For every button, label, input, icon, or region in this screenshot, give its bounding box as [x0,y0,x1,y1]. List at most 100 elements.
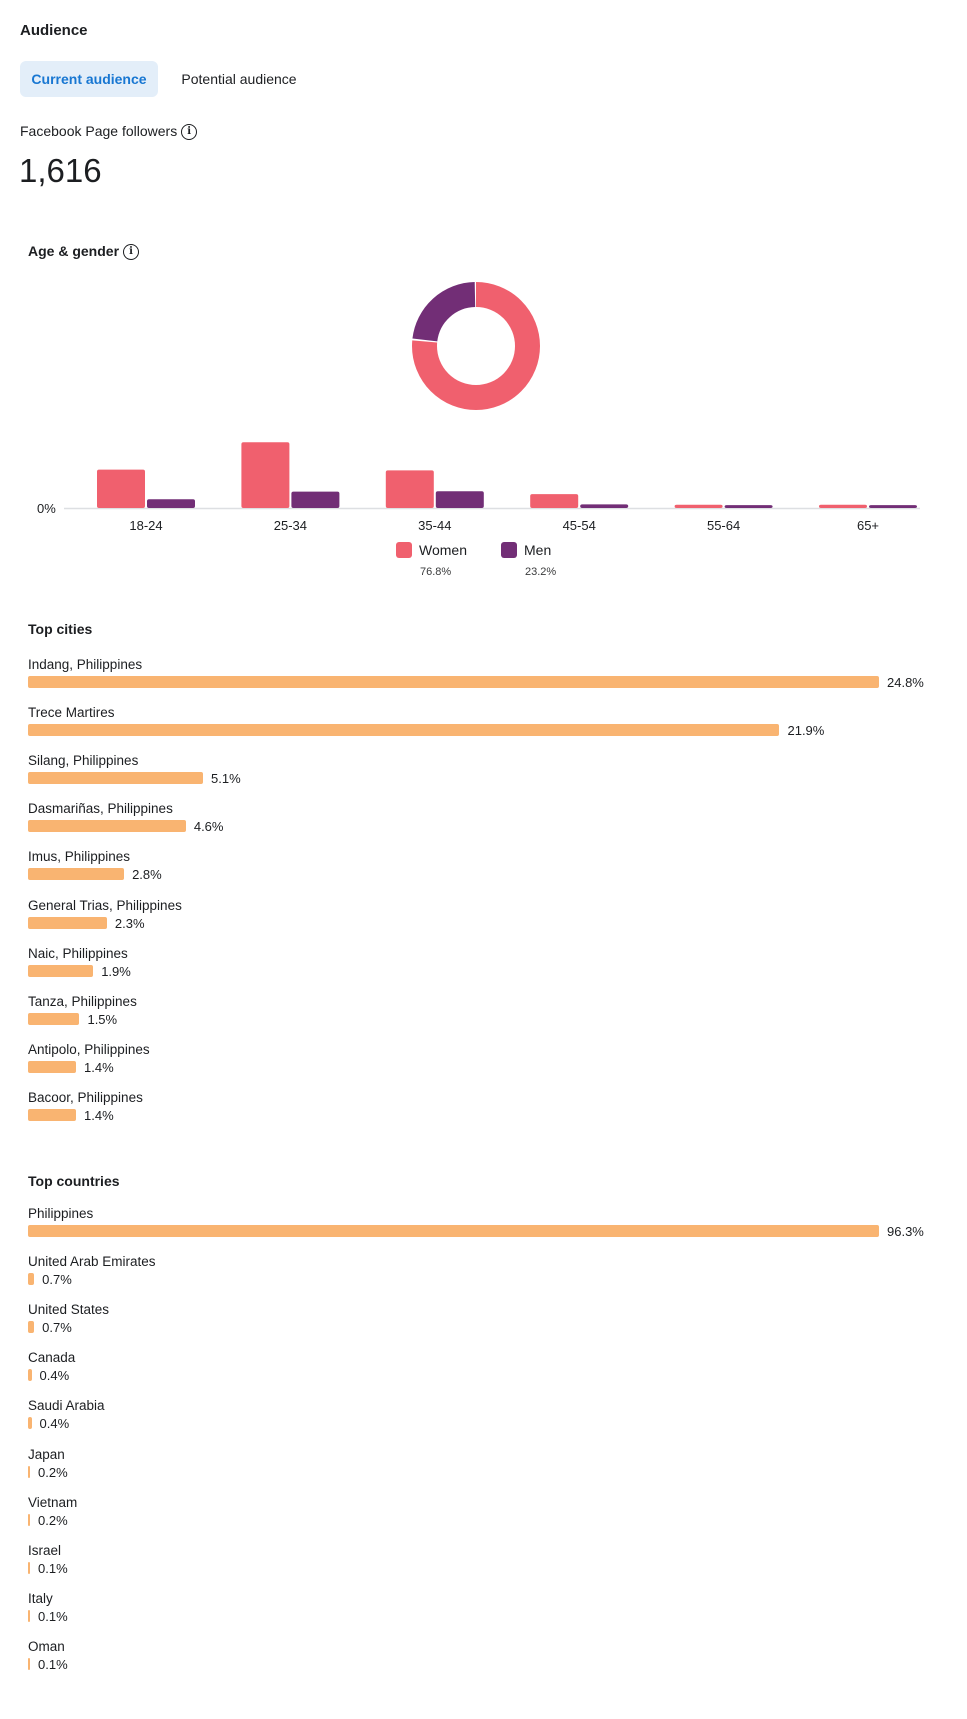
country-item-label: Israel [28,1542,62,1558]
city-item-value: 1.9% [101,963,131,979]
city-item-bar [28,676,879,688]
bar-men-55-64 [724,505,773,508]
x-tick-label: 45-54 [563,518,596,533]
city-item-value: 1.4% [84,1059,114,1075]
age-gender-title: Age & gender [28,243,120,259]
country-item-label: Oman [28,1638,65,1654]
info-icon[interactable]: i [123,244,140,261]
top-cities-title: Top cities [28,621,93,637]
country-item-bar [28,1321,35,1334]
bar-men-25-34 [291,491,340,508]
city-item-label: Naic, Philippines [28,945,128,961]
age-gender-chart: 0% 18-24 25-34 35-44 45-54 55-64 65+ [37,282,920,533]
followers-label-row: Facebook Page followers i [20,123,198,141]
bar-women-35-44 [385,470,434,508]
city-item-value: 5.1% [211,771,241,787]
country-item-value: 0.2% [38,1464,68,1480]
country-item-label: Saudi Arabia [28,1398,105,1414]
country-item-bar [28,1657,30,1670]
x-tick-label: 65+ [857,518,879,533]
x-tick-label: 25-34 [274,518,307,533]
legend-women-label: Women [419,542,467,558]
city-item-bar [28,724,780,737]
city-item-value: 1.4% [84,1107,114,1123]
country-item-label: Italy [28,1590,53,1606]
city-item-bar [28,964,94,977]
country-item-value: 0.1% [38,1560,68,1576]
women-swatch [396,542,412,558]
city-item-bar [28,1108,77,1121]
legend-men-pct: 23.2% [525,566,557,578]
country-item-bar [28,1225,879,1237]
city-item-value: 4.6% [193,819,224,835]
followers-count: 1,616 [19,152,102,189]
country-item-value: 0.1% [38,1608,68,1624]
country-item-label: United States [28,1302,110,1318]
city-item-bar [28,820,186,833]
x-tick-label: 55-64 [707,518,740,533]
country-item-value: 0.1% [38,1656,68,1672]
y-tick-label: 0% [37,501,56,516]
bar-men-18-24 [147,499,195,508]
city-item-value: 2.8% [132,867,162,883]
city-item-bar [28,916,107,929]
x-tick-label: 35-44 [418,518,451,533]
city-item-label: Imus, Philippines [28,849,131,865]
bar-women-25-34 [241,442,290,508]
country-item-bar [28,1273,35,1286]
city-item-bar [28,1012,80,1025]
city-item-bar [28,1060,77,1073]
city-item-label: Bacoor, Philippines [28,1089,143,1105]
country-item-bar [28,1369,32,1382]
city-item-value: 24.8% [887,675,924,690]
age-gender-title-row: Age & gender i [28,243,140,261]
country-item-value: 0.2% [38,1512,68,1528]
country-item-bar [28,1417,32,1430]
country-item-value: 0.7% [42,1272,72,1288]
country-item-value: 0.4% [39,1416,70,1432]
info-icon[interactable]: i [181,124,198,141]
bar-women-18-24 [97,469,145,508]
tab-current-audience[interactable]: Current audience [20,61,158,97]
x-tick-label: 18-24 [129,518,162,533]
legend-men-label: Men [524,542,552,558]
country-item-label: Vietnam [28,1494,78,1510]
city-item-value: 1.5% [87,1011,118,1027]
city-item-label: Antipolo, Philippines [28,1041,150,1057]
men-swatch [501,542,517,558]
city-item-label: Silang, Philippines [28,753,139,769]
city-item-label: Indang, Philippines [28,657,143,672]
legend-women: Women [396,542,467,558]
country-item-label: Philippines [28,1206,94,1221]
country-item-label: United Arab Emirates [28,1254,156,1270]
city-item-bar [28,772,203,785]
country-item-label: Japan [28,1446,65,1462]
bar-men-35-44 [435,491,484,508]
tab-potential-audience[interactable]: Potential audience [181,71,297,87]
city-item-label: Trece Martires [28,705,115,721]
city-item-value: 21.9% [787,723,825,739]
bar-men-45-54 [580,504,629,508]
city-item-label: Dasmariñas, Philippines [28,801,173,817]
country-item-bar [28,1609,30,1622]
country-item-label: Canada [28,1350,76,1366]
section-title: Audience [20,22,88,39]
legend-women-pct: 76.8% [420,566,452,578]
city-item-label: General Trias, Philippines [28,897,182,913]
country-item-value: 0.7% [42,1320,72,1336]
age-bars: 0% 18-24 25-34 35-44 45-54 55-64 65+ [37,442,920,533]
donut-slice-women [412,282,540,410]
city-item-label: Tanza, Philippines [28,993,137,1009]
country-item-bar [28,1513,30,1526]
bar-women-45-54 [530,494,579,508]
country-item-value: 0.4% [39,1368,70,1384]
top-countries-title: Top countries [28,1173,120,1189]
legend-men: Men [501,542,551,558]
bar-women-55-64 [674,504,723,508]
country-item-value: 96.3% [887,1224,924,1239]
gender-donut [412,282,540,410]
country-item-bar [28,1561,30,1574]
country-item-bar [28,1465,30,1478]
city-item-value: 2.3% [114,915,145,931]
bar-men-65+ [869,505,917,508]
